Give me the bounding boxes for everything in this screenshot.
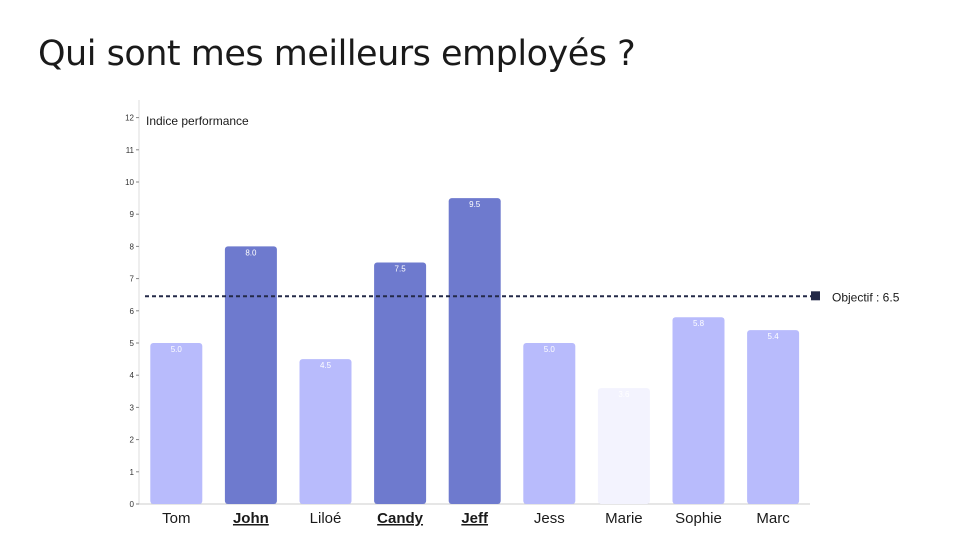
x-tick-label: John [233, 510, 269, 527]
y-tick-label: 11 [126, 146, 135, 155]
bar-value-label: 9.5 [469, 200, 481, 209]
y-tick-label: 6 [130, 307, 135, 316]
y-tick-label: 12 [125, 114, 134, 123]
objective-group: Objectif : 6.5 [145, 290, 900, 304]
y-tick-label: 3 [130, 403, 135, 412]
x-tick-labels: Tom John Liloé Candy Jeff Jess Marie Sophie Marc [162, 510, 790, 527]
x-tick-label: Marie [605, 510, 643, 527]
y-tick-label: 9 [130, 210, 135, 219]
y-tick-label: 8 [130, 242, 135, 251]
bar [747, 330, 800, 504]
bar-value-label: 8.0 [245, 248, 257, 257]
y-tick-label: 4 [130, 371, 135, 380]
y-tick-label: 10 [125, 178, 134, 187]
x-tick-label: Jess [534, 510, 565, 527]
x-tick-label: Tom [162, 510, 190, 527]
x-tick-label: Liloé [310, 510, 342, 527]
bar-value-label: 5.4 [768, 332, 780, 341]
bar [523, 343, 576, 504]
bar [224, 246, 277, 504]
objective-label: Objectif : 6.5 [832, 290, 900, 304]
y-tick-label: 0 [130, 500, 135, 509]
bar-value-label: 7.5 [395, 265, 407, 274]
bars [150, 198, 800, 504]
y-tick-label: 7 [130, 275, 135, 284]
objective-marker [811, 291, 820, 301]
bar [597, 388, 650, 504]
bar [150, 343, 203, 504]
y-tick-label: 2 [130, 436, 135, 445]
y-tick-label: 5 [130, 339, 135, 348]
bar [448, 198, 501, 504]
bar-value-label: 5.0 [171, 345, 183, 354]
bar [374, 262, 427, 504]
bar [299, 359, 352, 504]
x-tick-label: Candy [377, 510, 424, 527]
bar [672, 317, 725, 504]
page-title: Qui sont mes meilleurs employés ? [38, 34, 636, 74]
value-labels: 5.0 8.0 4.5 7.5 9.5 5.0 3.6 5.8 5.4 [171, 200, 779, 399]
bar-value-label: 5.0 [544, 345, 556, 354]
x-tick-label: Sophie [675, 510, 722, 527]
bar-value-label: 4.5 [320, 361, 332, 370]
bar-value-label: 5.8 [693, 319, 705, 328]
x-tick-label: Marc [756, 510, 790, 527]
bar-value-label: 3.6 [618, 390, 630, 399]
y-axis-title: Indice performance [146, 114, 249, 128]
x-tick-label: Jeff [461, 510, 489, 527]
y-tick-label: 1 [130, 468, 135, 477]
